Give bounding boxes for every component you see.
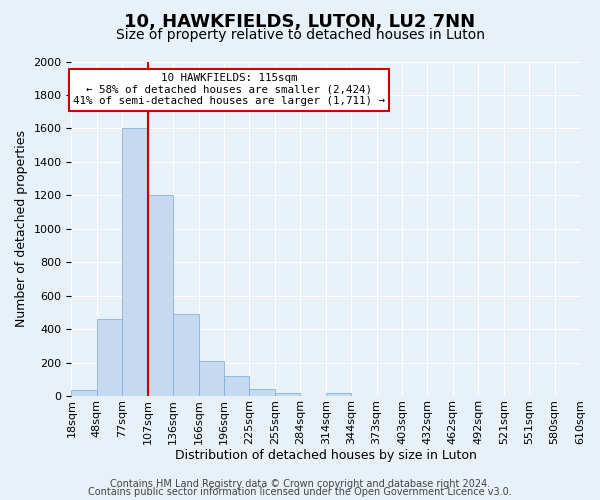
- Bar: [148, 196, 173, 396]
- Text: Contains HM Land Registry data © Crown copyright and database right 2024.: Contains HM Land Registry data © Crown c…: [110, 479, 490, 489]
- Text: 10, HAWKFIELDS, LUTON, LU2 7NN: 10, HAWKFIELDS, LUTON, LU2 7NN: [124, 12, 476, 30]
- Bar: [275, 392, 300, 396]
- Text: Size of property relative to detached houses in Luton: Size of property relative to detached ho…: [115, 28, 485, 42]
- Bar: [97, 319, 122, 396]
- Bar: [199, 361, 224, 396]
- Text: Contains public sector information licensed under the Open Government Licence v3: Contains public sector information licen…: [88, 487, 512, 497]
- X-axis label: Distribution of detached houses by size in Luton: Distribution of detached houses by size …: [175, 450, 476, 462]
- Bar: [250, 388, 275, 396]
- Y-axis label: Number of detached properties: Number of detached properties: [15, 130, 28, 328]
- Bar: [173, 314, 199, 396]
- Text: 10 HAWKFIELDS: 115sqm
← 58% of detached houses are smaller (2,424)
41% of semi-d: 10 HAWKFIELDS: 115sqm ← 58% of detached …: [73, 73, 385, 106]
- Bar: [71, 390, 97, 396]
- Bar: [326, 392, 351, 396]
- Bar: [122, 128, 148, 396]
- Bar: [224, 376, 250, 396]
